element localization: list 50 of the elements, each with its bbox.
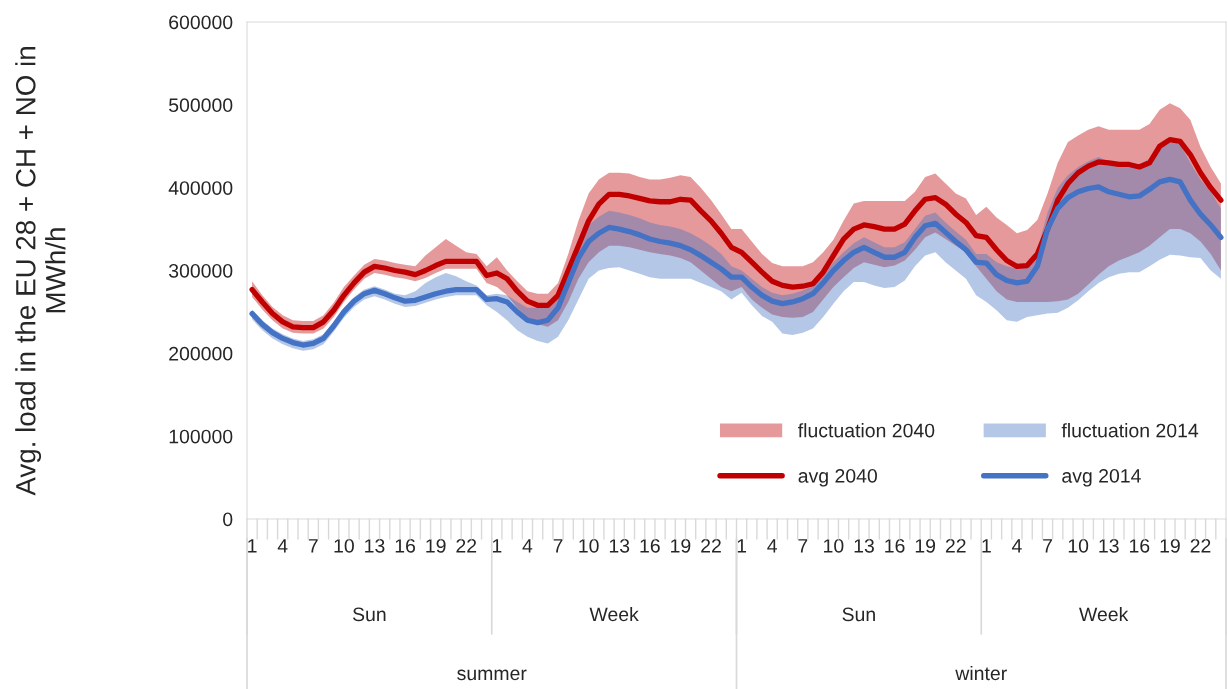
x-tick-label: 19 [671, 538, 691, 553]
x-tick-label: 16 [395, 538, 416, 553]
x-tick-label: 22 [945, 538, 966, 553]
x-tick-label: 1 [492, 539, 502, 553]
x-tick-label: 1 [248, 539, 257, 553]
x-tick-label: 13 [1099, 538, 1119, 553]
x-tick-label: 16 [640, 538, 660, 553]
x-tick-label: 7 [1043, 539, 1052, 553]
x-tick-label: 4 [522, 539, 533, 553]
x-tick-label: 7 [798, 539, 808, 553]
legend-label: fluctuation 2014 [1061, 423, 1199, 438]
text: Week [1079, 606, 1129, 622]
x-tick-label: 1 [982, 539, 991, 553]
x-tick-label: 7 [308, 539, 318, 553]
text: Sun [352, 607, 386, 622]
y-tick-label: 200000 [169, 346, 233, 361]
x-tick-label: 10 [824, 538, 844, 553]
legend-label: avg 2040 [798, 468, 877, 487]
y-tick-label: 400000 [168, 181, 233, 195]
x-tick-label: 19 [915, 538, 936, 553]
y-tick-label: 600000 [169, 15, 233, 30]
x-tick-label: 10 [1068, 538, 1089, 553]
x-tick-label: 4 [767, 539, 778, 553]
x-tick-label: 22 [456, 538, 477, 553]
x-tick-label: 7 [553, 539, 563, 553]
legend-label: avg 2014 [1062, 468, 1141, 487]
y-tick-label: 500000 [169, 98, 233, 113]
x-tick-label: 16 [885, 538, 905, 553]
x-tick-label: 19 [426, 538, 446, 553]
x-tick-label: 4 [277, 539, 288, 553]
y-axis-title: Avg. load in the EU 28 + CH + NO in MWh/h [15, 47, 66, 496]
y-tick-label: 300000 [168, 263, 233, 278]
x-tick-label: 10 [334, 538, 354, 553]
text: Sun [842, 607, 875, 622]
x-tick-label: 4 [1011, 539, 1022, 553]
text: winter [955, 665, 1007, 681]
y-tick-label: 100000 [169, 429, 233, 444]
x-tick-label: 19 [1160, 538, 1180, 553]
x-tick-label: 13 [609, 538, 630, 553]
x-tick-label: 13 [854, 538, 874, 553]
y-tick-label: 0 [223, 512, 233, 527]
x-tick-label: 10 [579, 538, 599, 553]
x-tick-label: 1 [737, 539, 747, 553]
legend-label: fluctuation 2040 [798, 423, 935, 438]
x-tick-label: 22 [1190, 538, 1211, 553]
text: summer [457, 669, 527, 681]
x-tick-label: 13 [365, 538, 385, 553]
text: Week [589, 606, 639, 622]
x-tick-label: 16 [1129, 538, 1150, 553]
x-tick-label: 22 [701, 538, 721, 553]
